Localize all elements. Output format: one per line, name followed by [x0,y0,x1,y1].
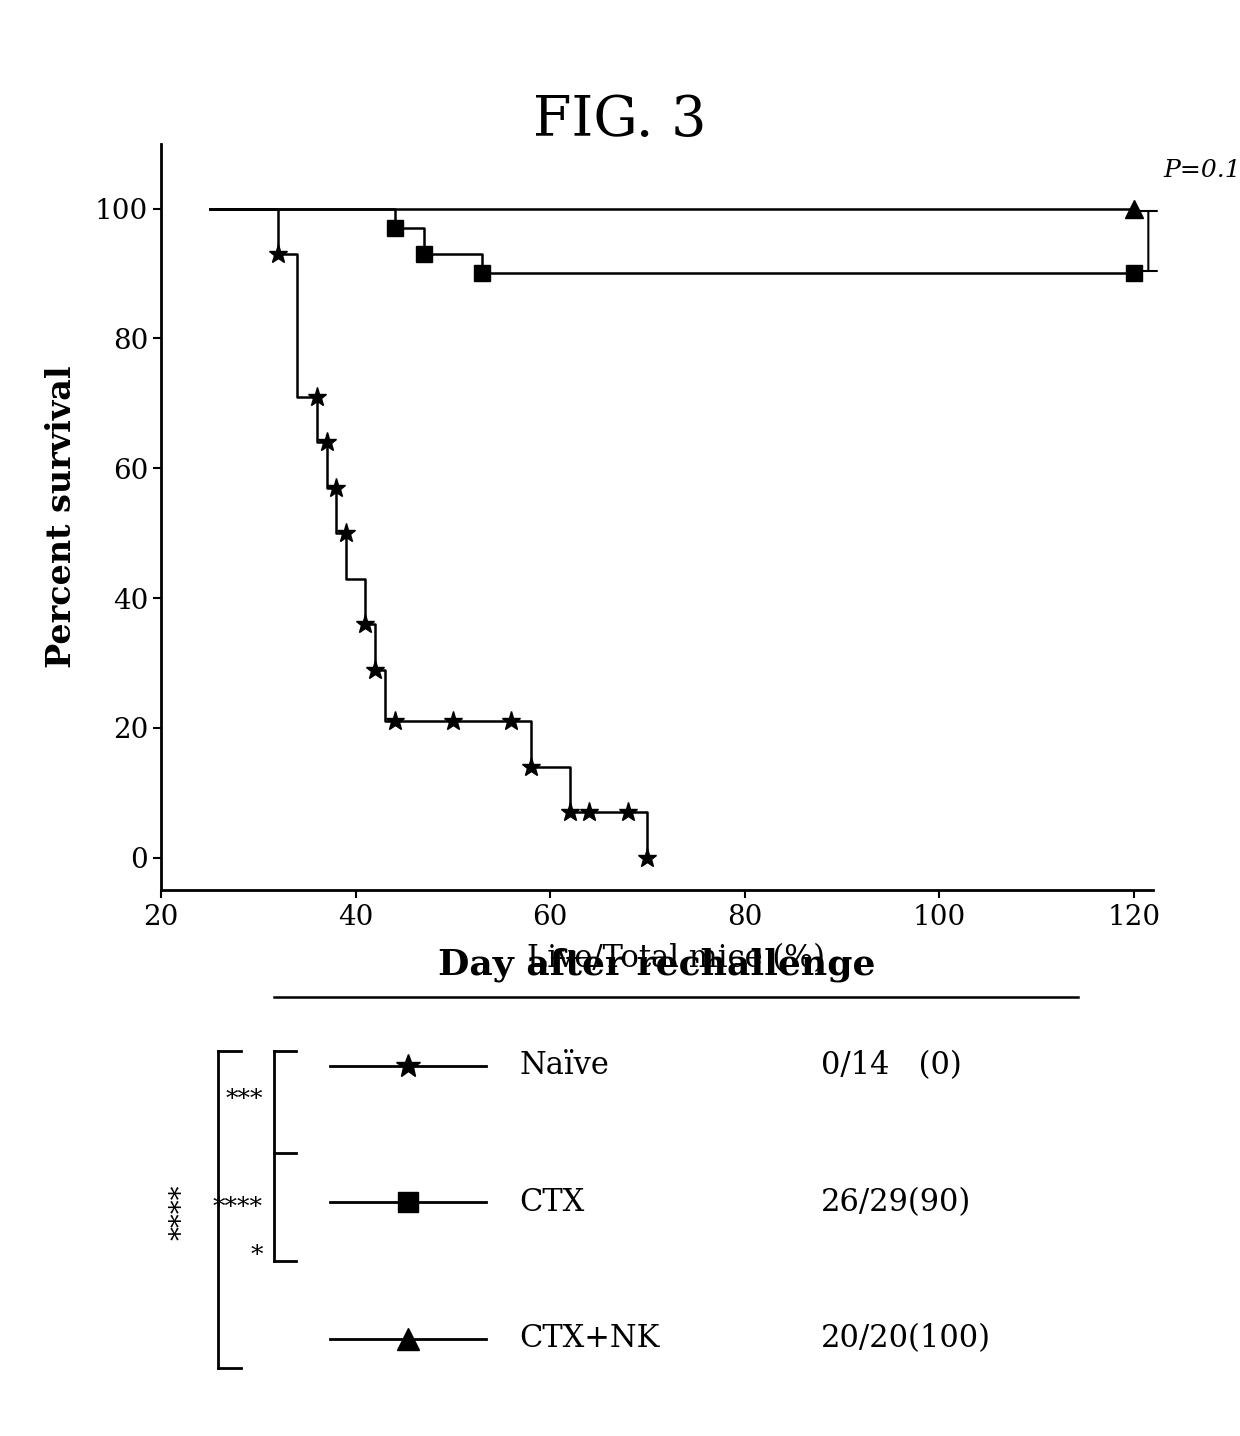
Text: *: * [250,1245,263,1268]
Text: CTX+NK: CTX+NK [520,1324,660,1354]
Text: FIG. 3: FIG. 3 [533,93,707,148]
Text: ****: **** [169,1185,196,1239]
Text: Live/Total mice (%): Live/Total mice (%) [527,943,825,975]
Text: 26/29(90): 26/29(90) [821,1186,971,1218]
Text: 20/20(100): 20/20(100) [821,1324,991,1354]
Text: P=0.14: P=0.14 [1163,158,1240,181]
Y-axis label: Percent survival: Percent survival [45,366,78,668]
Text: Naïve: Naïve [520,1050,609,1081]
Text: CTX: CTX [520,1186,585,1218]
X-axis label: Day after rechallenge: Day after rechallenge [439,948,875,982]
Text: 0/14   (0): 0/14 (0) [821,1050,962,1081]
Text: ****: **** [213,1196,263,1219]
Text: ***: *** [226,1088,263,1111]
